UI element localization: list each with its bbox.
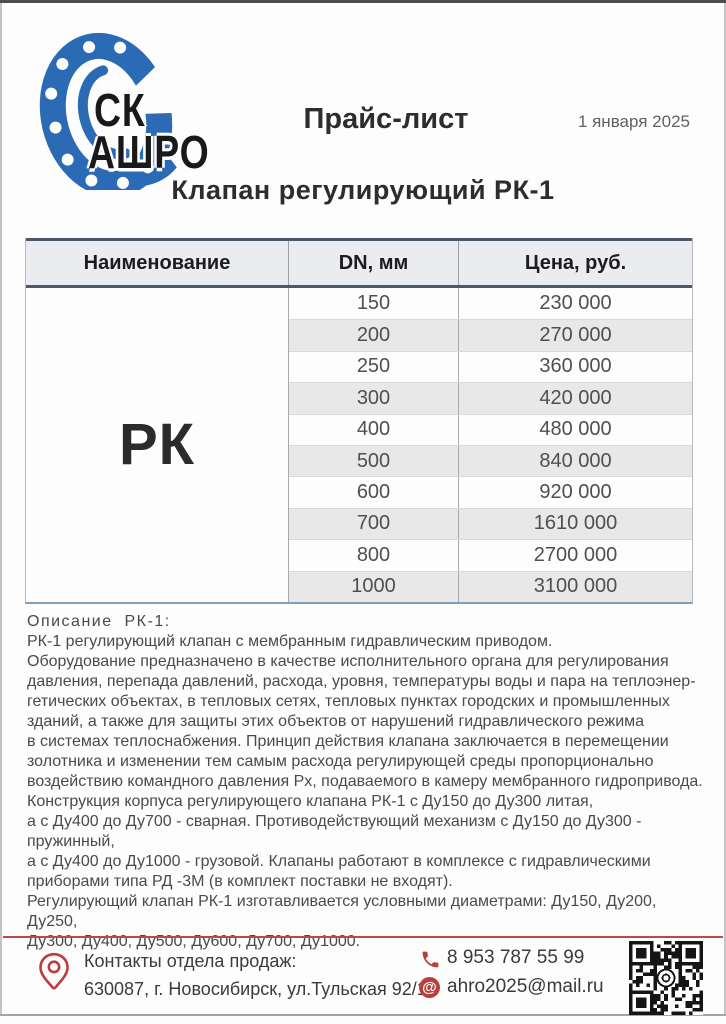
phone-number: 8 953 787 55 99 xyxy=(447,947,585,968)
dn-cell: 500 xyxy=(289,445,459,477)
description-line: Регулирующий клапан РК-1 изготавливается… xyxy=(27,893,661,930)
table-row: 400 480 000 xyxy=(289,413,692,445)
dn-cell: 1000 xyxy=(289,571,459,602)
description-line: золотника и изменении тем самым расхода … xyxy=(27,753,654,770)
email-address: ahro2025@mail.ru xyxy=(447,976,604,997)
description-line: приборами типа РД -3М (в комплект постав… xyxy=(27,873,453,890)
description-line: а с Ду400 до Ду1000 - грузовой. Клапаны … xyxy=(27,853,651,870)
column-header-name: Наименование xyxy=(26,241,289,285)
contacts-address: 630087, г. Новосибирск, ул.Тульская 92/1 xyxy=(84,979,427,999)
email-at-icon: @ xyxy=(419,977,440,998)
dn-cell: 250 xyxy=(289,351,459,383)
price-cell: 420 000 xyxy=(539,386,612,409)
price-cell: 360 000 xyxy=(539,355,612,378)
column-header-price: Цена, руб. xyxy=(524,251,627,274)
description-line: давления, перепада давлений, расхода, ур… xyxy=(27,673,696,690)
logo-text-line1: СК xyxy=(94,84,146,137)
column-header-dn: DN, мм xyxy=(289,241,459,285)
description-line: гетических объектах, в тепловых сетях, т… xyxy=(27,693,670,710)
page-edge-bottom xyxy=(0,1014,726,1016)
price-cell: 920 000 xyxy=(539,481,612,504)
description-line: Конструкция корпуса регулирующего клапан… xyxy=(27,793,594,810)
qr-code xyxy=(629,941,703,1015)
table-row: 250 360 000 xyxy=(289,350,692,383)
logo-text-line2: АШРО xyxy=(88,126,210,179)
price-cell: 1610 000 xyxy=(533,512,618,535)
footer-divider xyxy=(3,936,723,938)
dn-cell: 200 xyxy=(289,320,459,351)
description-line: Ду300, Ду400, Ду500, Ду600, Ду700, Ду100… xyxy=(27,933,361,950)
description-line: воздействию командного давления Рх, пода… xyxy=(27,773,703,790)
document-date: 1 января 2025 xyxy=(577,112,690,131)
document-title: Прайс-лист xyxy=(303,103,469,135)
price-cell: 230 000 xyxy=(539,292,612,315)
price-cell: 3100 000 xyxy=(533,575,618,598)
price-table: Наименование DN, мм Цена, руб. РК 150 23… xyxy=(25,238,693,604)
description-line: а с Ду400 до Ду700 - сварная. Противодей… xyxy=(27,813,646,850)
description-title: Описание РК-1: xyxy=(27,613,171,630)
table-row: 500 840 000 xyxy=(289,444,692,477)
table-rows: 150 230 000 200 270 000 250 360 000 300 … xyxy=(289,288,692,602)
page-edge-right xyxy=(724,3,726,1016)
table-row: 150 230 000 xyxy=(289,288,692,320)
table-row: 600 920 000 xyxy=(289,476,692,508)
table-header-row: Наименование DN, мм Цена, руб. xyxy=(26,238,692,288)
dn-cell: 600 xyxy=(289,477,459,508)
description-line: Оборудование предназначено в качестве ис… xyxy=(27,653,669,670)
table-row: 800 2700 000 xyxy=(289,539,692,571)
location-pin-icon xyxy=(39,952,69,990)
description-line: в системах теплоснабжения. Принцип дейст… xyxy=(27,733,669,750)
dn-cell: 150 xyxy=(289,288,459,320)
table-row: 300 420 000 xyxy=(289,382,692,414)
price-cell: 480 000 xyxy=(539,418,612,441)
price-cell: 840 000 xyxy=(539,449,612,472)
description-line: зданий, а также для защиты этих объектов… xyxy=(27,713,645,730)
table-body: РК 150 230 000 200 270 000 250 360 000 3… xyxy=(26,288,692,602)
phone-icon xyxy=(422,951,439,968)
dn-cell: 800 xyxy=(289,540,459,571)
flange-icon xyxy=(39,32,201,190)
product-name-cell: РК xyxy=(26,288,289,602)
product-title: Клапан регулирующий РК-1 xyxy=(171,175,555,205)
table-row: 200 270 000 xyxy=(289,319,692,351)
page-edge-left xyxy=(0,3,2,1016)
table-row: 700 1610 000 xyxy=(289,507,692,540)
dn-cell: 700 xyxy=(289,508,459,540)
contacts-label: Контакты отдела продаж: xyxy=(84,951,297,971)
price-cell: 2700 000 xyxy=(533,543,618,566)
dn-cell: 300 xyxy=(289,383,459,414)
dn-cell: 400 xyxy=(289,414,459,445)
table-row: 1000 3100 000 xyxy=(289,570,692,602)
company-logo: СК АШРО xyxy=(28,15,218,190)
product-description: Описание РК-1: РК-1 регулирующий клапан … xyxy=(27,612,703,952)
description-line: РК-1 регулирующий клапан с мембранным ги… xyxy=(27,633,553,650)
price-cell: 270 000 xyxy=(539,324,612,347)
